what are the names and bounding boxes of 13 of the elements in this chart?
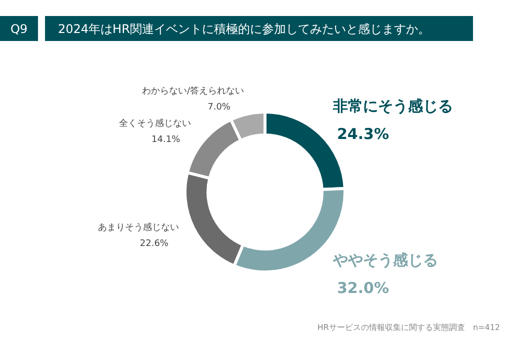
slice-label: わからない/答えられない	[142, 85, 244, 96]
text: Q9	[10, 22, 28, 36]
data-label: 7.0%	[208, 102, 231, 112]
data-label: 24.3%	[336, 124, 390, 143]
chart-title: 2024年はHR関連イベントに積極的に参加してみたいと感じますか。	[58, 22, 430, 36]
slice-label: あまりそう感じない	[98, 222, 180, 234]
text: HRサービスの情報収集に関する実態調査 n=412	[317, 323, 500, 332]
slice-label: 非常にそう感じる	[332, 96, 453, 115]
slice-label: 全くそう感じない	[118, 118, 191, 130]
data-label: 22.6%	[140, 239, 169, 250]
data-label: 14.1%	[152, 135, 181, 146]
slice-label: ややそう感じる	[332, 250, 438, 269]
data-label: 32.0%	[336, 278, 390, 297]
